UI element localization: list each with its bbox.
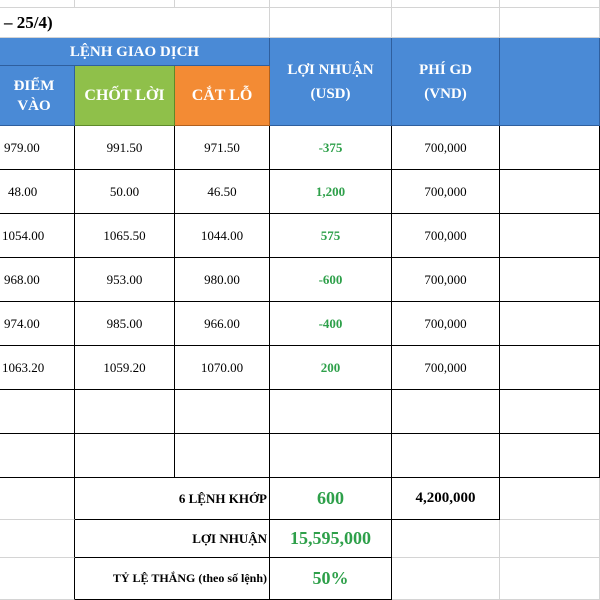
cell-stop-loss[interactable] [175,434,270,478]
matched-orders-label[interactable]: 6 LỆNH KHỚP [75,478,270,520]
cell-fee[interactable]: 700,000 [392,214,500,258]
cell-fee[interactable] [392,434,500,478]
sheet-cell[interactable] [500,478,600,520]
header-fee-line1: PHÍ GD [419,61,472,78]
sheet-cell[interactable] [0,558,75,600]
cell-entry[interactable]: 48.00 [0,170,75,214]
cell-extra[interactable] [500,434,600,478]
cell-stop-loss[interactable]: 46.50 [175,170,270,214]
sheet-cell[interactable] [392,520,500,558]
sheet-cell[interactable] [500,558,600,600]
header-extra-column[interactable] [500,38,600,126]
cell-extra[interactable] [500,390,600,434]
period-title[interactable]: – 25/4) [0,8,270,38]
sheet-cell[interactable] [392,8,500,38]
cell-fee[interactable]: 700,000 [392,126,500,170]
sheet-cell[interactable] [0,0,75,8]
header-entry-line1: ĐIỂM [13,77,55,94]
cell-stop-loss[interactable]: 971.50 [175,126,270,170]
cell-fee[interactable]: 700,000 [392,258,500,302]
cell-profit[interactable]: 1,200 [270,170,392,214]
cell-fee[interactable] [392,390,500,434]
cell-stop-loss[interactable]: 1044.00 [175,214,270,258]
sheet-cell[interactable] [500,0,600,8]
header-take-profit[interactable]: CHỐT LỜI [75,66,175,126]
sheet-cell[interactable] [270,8,392,38]
header-stop-loss[interactable]: CẮT LỖ [175,66,270,126]
cell-stop-loss[interactable] [175,390,270,434]
header-fee-line2: (VND) [424,85,467,102]
sheet-cell[interactable] [75,0,175,8]
cell-profit[interactable]: 575 [270,214,392,258]
cell-entry[interactable]: 1054.00 [0,214,75,258]
matched-orders-fee-total[interactable]: 4,200,000 [392,478,500,520]
cell-take-profit[interactable] [75,434,175,478]
sheet-cell[interactable] [270,0,392,8]
cell-extra[interactable] [500,258,600,302]
total-profit-label[interactable]: LỢI NHUẬN [75,520,270,558]
cell-extra[interactable] [500,302,600,346]
cell-fee[interactable]: 700,000 [392,170,500,214]
sheet-cell[interactable] [500,520,600,558]
cell-take-profit[interactable]: 1059.20 [75,346,175,390]
cell-profit[interactable] [270,434,392,478]
cell-profit[interactable]: -400 [270,302,392,346]
sheet-cell[interactable] [392,558,500,600]
matched-orders-profit[interactable]: 600 [270,478,392,520]
cell-fee[interactable]: 700,000 [392,346,500,390]
cell-entry[interactable]: 974.00 [0,302,75,346]
cell-stop-loss[interactable]: 1070.00 [175,346,270,390]
cell-take-profit[interactable]: 1065.50 [75,214,175,258]
cell-stop-loss[interactable]: 966.00 [175,302,270,346]
header-profit-line1: LỢI NHUẬN [287,61,374,78]
header-trade-orders[interactable]: LỆNH GIAO DỊCH [0,38,270,66]
cell-profit[interactable]: 200 [270,346,392,390]
win-rate-label[interactable]: TỶ LỆ THẮNG (theo số lệnh) [75,558,270,600]
cell-profit[interactable] [270,390,392,434]
cell-entry[interactable]: 979.00 [0,126,75,170]
cell-entry[interactable] [0,434,75,478]
cell-fee[interactable]: 700,000 [392,302,500,346]
cell-entry[interactable]: 1063.20 [0,346,75,390]
cell-take-profit[interactable]: 985.00 [75,302,175,346]
cell-extra[interactable] [500,214,600,258]
cell-profit[interactable]: -600 [270,258,392,302]
sheet-cell[interactable] [0,520,75,558]
sheet-cell[interactable] [0,478,75,520]
cell-entry[interactable]: 968.00 [0,258,75,302]
header-profit-usd[interactable]: LỢI NHUẬN (USD) [270,38,392,126]
sheet-cell[interactable] [392,0,500,8]
cell-take-profit[interactable]: 991.50 [75,126,175,170]
cell-extra[interactable] [500,170,600,214]
header-fee-vnd[interactable]: PHÍ GD (VND) [392,38,500,126]
cell-stop-loss[interactable]: 980.00 [175,258,270,302]
header-entry[interactable]: ĐIỂM VÀO [0,66,75,126]
cell-profit[interactable]: -375 [270,126,392,170]
cell-take-profit[interactable]: 50.00 [75,170,175,214]
sheet-cell[interactable] [500,8,600,38]
win-rate-value[interactable]: 50% [270,558,392,600]
cell-extra[interactable] [500,346,600,390]
cell-entry[interactable] [0,390,75,434]
total-profit-value[interactable]: 15,595,000 [270,520,392,558]
cell-extra[interactable] [500,126,600,170]
header-profit-line2: (USD) [310,85,351,102]
cell-take-profit[interactable] [75,390,175,434]
cell-take-profit[interactable]: 953.00 [75,258,175,302]
sheet-cell[interactable] [175,0,270,8]
header-entry-line2: VÀO [17,97,51,114]
